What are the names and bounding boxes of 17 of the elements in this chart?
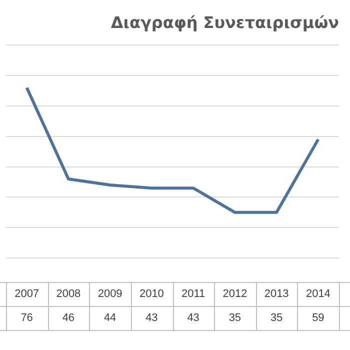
data-label: 76 [20,312,33,324]
data-label: 59 [312,312,324,324]
chart-title: Διαγραφή Συνεταιρισμών [110,12,340,32]
data-label: 43 [146,312,158,324]
x-tick-label: 2009 [98,288,122,300]
data-label: 35 [228,312,242,324]
x-tick-label: 2007 [14,288,40,300]
x-tick-label: 2008 [56,288,81,300]
x-tick-label: 2014 [306,288,330,300]
x-tick-label: 2012 [222,288,248,300]
x-tick-label: 2010 [139,288,164,300]
x-tick-label: 2013 [264,288,289,300]
data-label: 43 [187,312,200,324]
data-label: 44 [104,312,116,324]
x-tick-label: 2011 [181,288,206,300]
data-label: 35 [270,312,283,324]
data-label: 46 [62,312,75,324]
